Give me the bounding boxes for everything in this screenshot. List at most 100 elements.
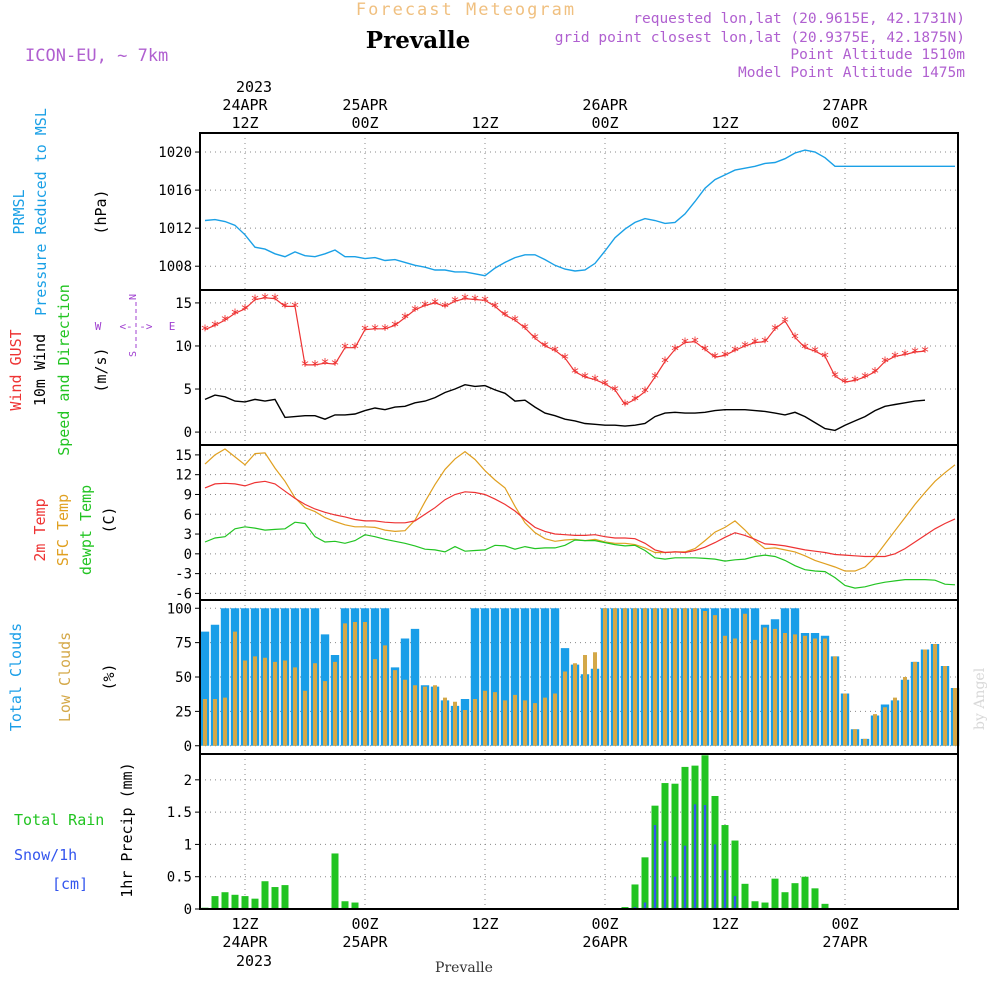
rain-bar xyxy=(271,887,279,909)
gust-marker: * xyxy=(630,391,639,409)
precip-tick-label: 1 xyxy=(184,837,192,853)
top-date-label: 26APR xyxy=(582,96,628,114)
gust-marker: * xyxy=(640,384,649,402)
gust-marker: * xyxy=(590,372,599,390)
clouds-tick-label: 75 xyxy=(175,636,192,652)
gust-marker: * xyxy=(560,350,569,368)
gust-marker: * xyxy=(530,330,539,348)
gust-marker: * xyxy=(200,322,209,340)
gust-marker: * xyxy=(320,355,329,373)
low-clouds-bar xyxy=(793,634,797,746)
low-clouds-bar xyxy=(293,667,297,746)
low-clouds-bar xyxy=(593,652,597,746)
low-clouds-bar xyxy=(313,663,317,746)
rain-bar xyxy=(731,840,739,909)
low-clouds-bar xyxy=(483,690,487,746)
low-clouds-bar xyxy=(803,635,807,746)
gust-marker: * xyxy=(310,357,319,375)
gust-marker: * xyxy=(580,369,589,387)
low-clouds-bar xyxy=(243,660,247,746)
precip-tick-label: 1.5 xyxy=(167,805,192,821)
snow-bar xyxy=(653,825,657,909)
gust-marker: * xyxy=(830,368,839,386)
clouds-panel: 0 25 50 75 100 Total Clouds Low Clouds (%) xyxy=(7,599,960,755)
total-clouds-bar xyxy=(530,608,540,746)
gust-marker: * xyxy=(460,291,469,309)
pressure-tick-label: 1016 xyxy=(158,183,192,199)
total-clouds-bar xyxy=(480,608,490,746)
low-clouds-bar xyxy=(943,666,947,746)
watermark: by Angel xyxy=(972,667,988,730)
rain-bar xyxy=(631,884,639,909)
low-clouds-bar xyxy=(333,661,337,746)
low-clouds-bar xyxy=(283,660,287,746)
clouds-label-2: Low Clouds xyxy=(56,632,74,722)
precip-frame xyxy=(199,753,959,910)
precip-panel: 0 0.5 1 1.5 2 Total Rain Snow/1h [cm] 1hr Pr… xyxy=(14,753,959,918)
gust-marker: * xyxy=(220,312,229,330)
bottom-hour-label: 00Z xyxy=(351,915,378,933)
low-clouds-bar xyxy=(443,697,447,746)
temperature-frame xyxy=(199,444,959,601)
gust-marker: * xyxy=(380,321,389,339)
low-clouds-bar xyxy=(493,692,497,746)
low-clouds-bar xyxy=(213,699,217,746)
gust-marker: * xyxy=(710,349,719,367)
low-clouds-bar xyxy=(703,611,707,746)
low-clouds-bar xyxy=(353,622,357,746)
gust-marker: * xyxy=(410,302,419,320)
rain-bar xyxy=(681,766,689,909)
gust-marker: * xyxy=(820,348,829,366)
top-date-label: 24APR xyxy=(222,96,268,114)
low-clouds-bar xyxy=(223,697,227,746)
bottom-hour-label: 12Z xyxy=(471,915,498,933)
wind-speed-line xyxy=(204,383,926,432)
low-clouds-bar xyxy=(233,631,237,746)
gust-marker: * xyxy=(440,298,449,316)
snow-bar xyxy=(673,876,677,909)
gust-marker: * xyxy=(370,321,379,339)
gust-marker: * xyxy=(400,310,409,328)
precip-tick-label: 0.5 xyxy=(167,870,192,886)
low-clouds-bar xyxy=(783,633,787,746)
2m-temp-line xyxy=(204,480,956,558)
rain-bar xyxy=(261,881,269,909)
gust-marker: * xyxy=(800,340,809,358)
low-clouds-bar xyxy=(533,703,537,746)
gust-marker: * xyxy=(490,298,499,316)
product-title: Forecast Meteogram xyxy=(356,0,576,20)
gust-marker: * xyxy=(920,343,929,361)
total-clouds-bar xyxy=(520,608,530,746)
gust-marker: * xyxy=(880,353,889,371)
rain-bar xyxy=(751,901,759,909)
rain-bar xyxy=(791,883,799,909)
rain-bar xyxy=(811,888,819,909)
precip-tick-label: 0 xyxy=(184,902,192,918)
snow-bar xyxy=(713,844,717,909)
wind-tick-label: 15 xyxy=(175,296,192,312)
gust-marker: * xyxy=(840,374,849,392)
compass-east: E xyxy=(169,320,176,333)
precip-label-snow: Snow/1h xyxy=(14,846,77,864)
gust-marker: * xyxy=(690,334,699,352)
gust-marker: * xyxy=(430,295,439,313)
low-clouds-bar xyxy=(843,693,847,746)
gust-marker: * xyxy=(620,397,629,415)
top-hour-label: 12Z xyxy=(471,114,498,132)
temp-tick-label: 15 xyxy=(175,448,192,464)
gust-marker: * xyxy=(270,291,279,309)
low-clouds-bar xyxy=(583,655,587,746)
wind-label-2: 10m Wind xyxy=(31,334,49,406)
top-date-label: 27APR xyxy=(822,96,868,114)
wind-label-1: Wind GUST xyxy=(7,329,25,410)
gust-marker: * xyxy=(760,334,769,352)
temp-tick-label: 12 xyxy=(175,468,192,484)
total-clouds-bar xyxy=(300,608,310,746)
top-hour-label: 12Z xyxy=(711,114,738,132)
gridpoint-location: grid point closest lon,lat (20.9375E, 42… xyxy=(555,30,965,46)
low-clouds-bar xyxy=(423,686,427,746)
low-clouds-bar xyxy=(733,638,737,746)
low-clouds-bar xyxy=(913,661,917,746)
